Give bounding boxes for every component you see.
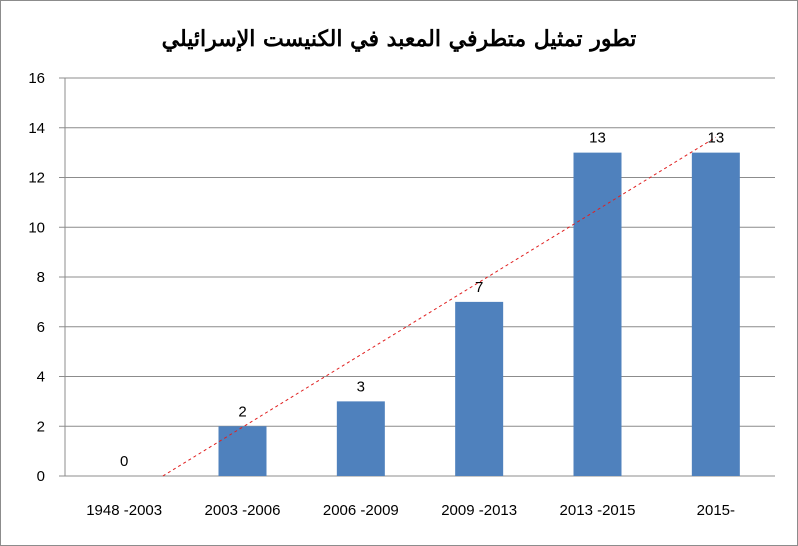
data-label: 7 — [475, 279, 483, 296]
y-tick-label: 12 — [28, 170, 45, 187]
y-tick-label: 14 — [28, 120, 45, 137]
x-axis-ticks: 1948 -2003 2003 -2006 2006 -2009 2009 -2013… — [86, 502, 735, 519]
x-tick-label: 2015- — [697, 502, 735, 519]
trendline — [162, 136, 717, 477]
bar — [691, 152, 740, 476]
data-label: 0 — [120, 453, 128, 470]
y-tick-label: 10 — [28, 219, 45, 236]
data-label: 2 — [238, 403, 246, 420]
y-tick-label: 0 — [37, 468, 45, 485]
y-axis-ticks: 0 2 4 6 8 10 12 14 16 — [28, 70, 65, 485]
bars — [218, 152, 740, 476]
bar — [218, 426, 267, 476]
y-tick-label: 6 — [37, 319, 45, 336]
data-labels: 0 2 3 7 13 13 — [120, 130, 724, 470]
y-tick-label: 2 — [37, 418, 45, 435]
data-label: 13 — [707, 130, 724, 147]
data-label: 3 — [357, 378, 365, 395]
data-label: 13 — [589, 130, 606, 147]
gridlines — [64, 77, 775, 477]
x-tick-label: 1948 -2003 — [86, 502, 162, 519]
trendline-line — [162, 136, 717, 477]
x-tick-label: 2009 -2013 — [441, 502, 517, 519]
x-tick-label: 2003 -2006 — [205, 502, 281, 519]
x-tick-label: 2013 -2015 — [560, 502, 636, 519]
bar — [336, 401, 385, 476]
bar — [455, 301, 504, 476]
bar — [573, 152, 622, 476]
chart-title: تطور تمثيل متطرفي المعبد في الكنيست الإس… — [162, 26, 637, 53]
y-tick-label: 16 — [28, 70, 45, 87]
y-tick-label: 8 — [37, 269, 45, 286]
y-tick-label: 4 — [37, 369, 45, 386]
x-tick-label: 2006 -2009 — [323, 502, 399, 519]
